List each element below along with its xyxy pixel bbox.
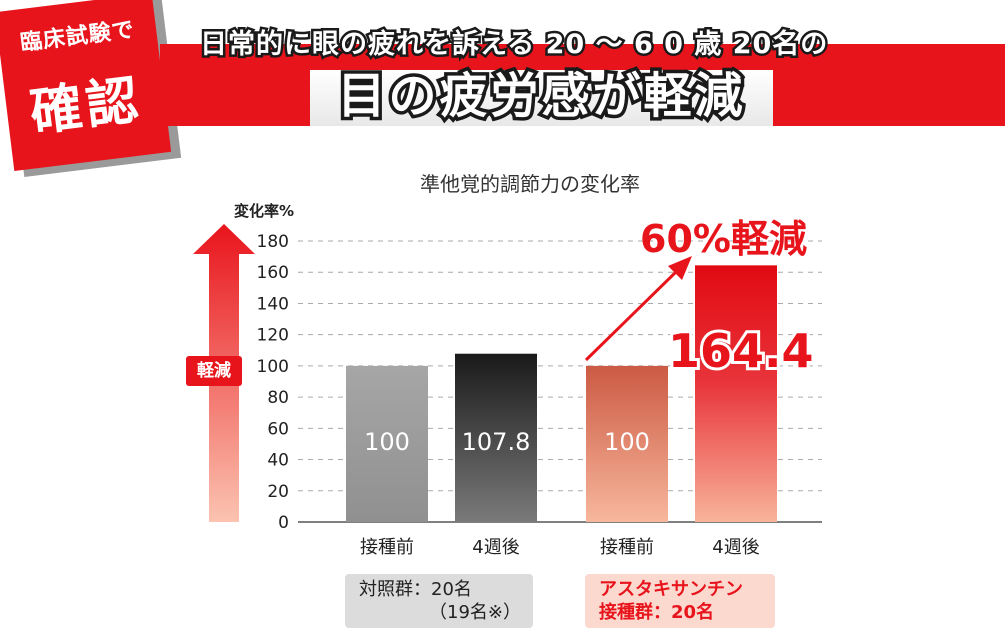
page-title: 目の疲労感が軽減 <box>334 65 746 128</box>
y-tick-label: 120 <box>257 326 289 346</box>
x-tick-label: 4週後 <box>712 537 759 558</box>
bar <box>695 265 777 522</box>
control-group-line1: 対照群：20名 <box>359 579 472 600</box>
y-tick-label: 60 <box>267 419 289 439</box>
highlight-value: 164.4 <box>665 321 816 381</box>
astaxanthin-group-box: アスタキサンチン 接種群：20名 <box>585 574 775 628</box>
bar <box>346 365 428 522</box>
y-tick-label: 20 <box>267 482 289 502</box>
y-tick-label: 80 <box>267 388 289 408</box>
bar-value-label: 107.8 <box>462 428 531 456</box>
y-tick-label: 140 <box>257 294 289 314</box>
header-subtitle: 日常的に眼の疲れを訴える 20 〜 6 0 歳 20名の <box>197 27 829 63</box>
astaxanthin-group-line2: 接種群：20名 <box>599 602 715 623</box>
trend-arrow-icon <box>584 256 692 362</box>
y-tick-label: 0 <box>278 513 289 533</box>
x-tick-label: 接種前 <box>360 537 414 558</box>
reduction-arrow-label: 軽減 <box>186 356 242 386</box>
bar-value-label: 100 <box>364 428 410 456</box>
y-tick-label: 160 <box>257 263 289 283</box>
reduction-percent-text: 60%軽減 <box>640 217 807 261</box>
y-axis-label: 変化率% <box>234 202 295 220</box>
bar <box>586 365 668 522</box>
y-axis-ticks: 0 20 40 60 80 100 120 140 160 180 <box>257 232 289 533</box>
y-tick-label: 40 <box>267 451 289 471</box>
y-tick-label: 100 <box>257 357 289 377</box>
x-tick-label: 4週後 <box>472 537 519 558</box>
control-group-box: 対照群：20名 （19名※） <box>345 574 533 628</box>
bars: 100 107.8 100 <box>346 265 777 522</box>
bar-value-label: 100 <box>604 428 650 456</box>
y-tick-label: 180 <box>257 232 289 252</box>
chart-title: 準他覚的調節力の変化率 <box>420 172 640 196</box>
bar <box>455 353 537 522</box>
control-group-line2: （19名※） <box>429 602 521 623</box>
x-tick-label: 接種前 <box>600 537 654 558</box>
x-axis-labels: 接種前 4週後 接種前 4週後 <box>360 537 760 558</box>
astaxanthin-group-line1: アスタキサンチン <box>599 579 743 600</box>
title-plate <box>310 70 773 126</box>
